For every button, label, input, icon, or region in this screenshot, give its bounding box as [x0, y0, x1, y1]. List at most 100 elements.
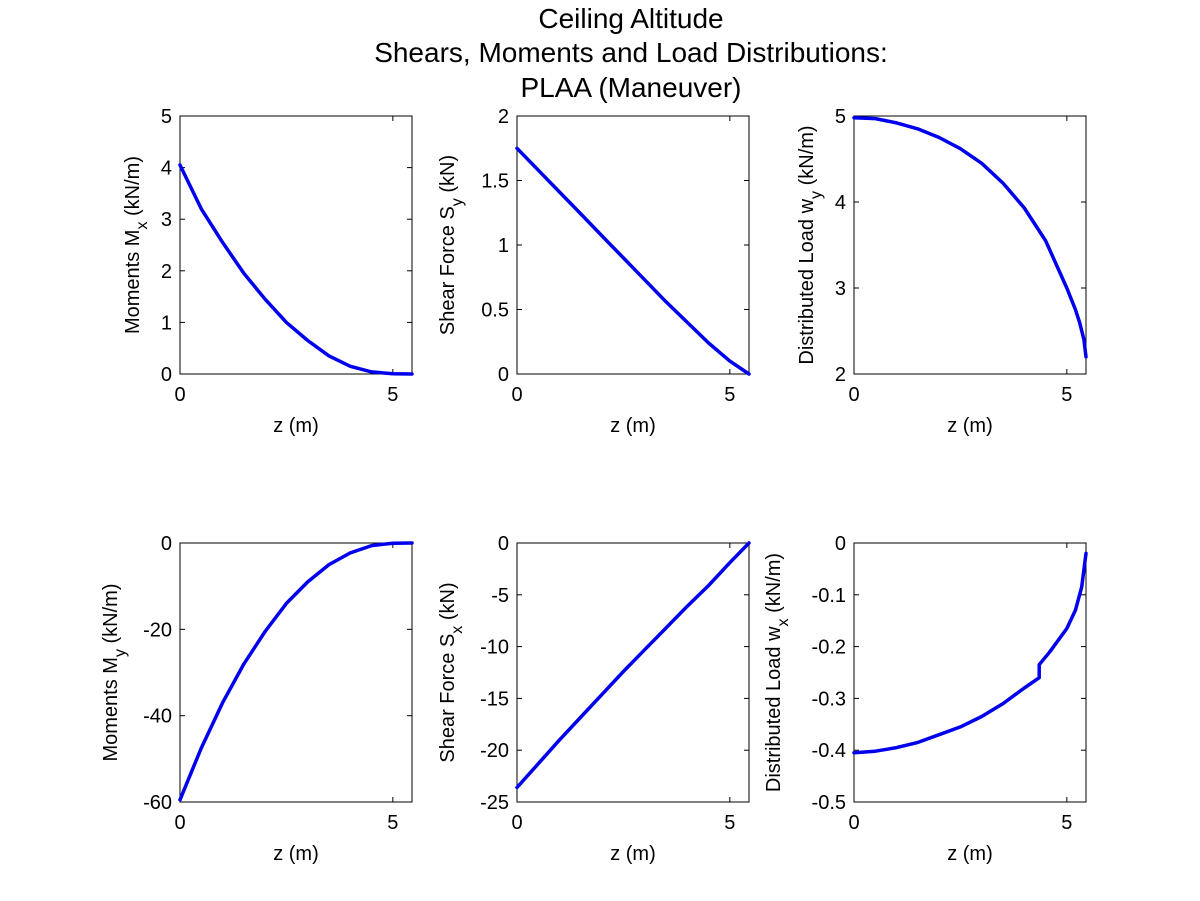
- data-point: [178, 798, 182, 802]
- data-point: [242, 272, 246, 275]
- data-point: [515, 786, 519, 789]
- data-point: [1065, 286, 1069, 290]
- data-point: [579, 212, 583, 216]
- data-point: [916, 741, 920, 744]
- x-tick-label: 0: [848, 384, 859, 406]
- y-axis-label-unit: (kN/m): [100, 583, 122, 649]
- y-tick-label: 4: [835, 192, 846, 214]
- y-axis-label-subscript: x: [134, 222, 151, 230]
- data-point: [747, 541, 751, 545]
- data-point: [937, 733, 941, 736]
- data-point: [643, 278, 646, 282]
- y-axis-label-subscript: y: [449, 198, 466, 206]
- y-tick-label: -0.2: [812, 637, 846, 659]
- data-point: [349, 365, 352, 368]
- data-point: [1001, 181, 1005, 185]
- subplot-4: 0 5 -60 -40 -20 0 z (m) Moments My (kN/m): [100, 533, 414, 865]
- title-line-2: Shears, Moments and Load Distributions:: [374, 37, 888, 68]
- data-point: [349, 551, 352, 555]
- data-point: [980, 715, 983, 718]
- y-axis-label-subscript: y: [112, 649, 129, 657]
- plot-frame: [853, 542, 1087, 803]
- data-point: [178, 163, 182, 167]
- data-point: [1023, 206, 1026, 210]
- y-axis-label-main: Shear Force S: [437, 206, 459, 335]
- data-point: [370, 370, 373, 374]
- data-point: [327, 354, 331, 358]
- data-point: [664, 626, 668, 630]
- x-tick-label: 5: [1061, 812, 1072, 834]
- y-axis-label-main: Moments M: [100, 657, 122, 761]
- data-point: [707, 584, 710, 587]
- data-point: [1001, 702, 1005, 705]
- y-axis-label-main: Shear Force S: [437, 634, 459, 763]
- x-tick-label: 0: [511, 384, 522, 406]
- data-point: [306, 339, 309, 342]
- subplot-5: 0 5 -25 -20 -15 -10 -5 0 z (m) Shear Force Sx (kN…: [437, 533, 751, 865]
- y-tick-label: 0: [161, 533, 172, 555]
- data-point: [686, 604, 689, 608]
- y-axis-label: Shear Force Sx (kN): [437, 582, 466, 762]
- y-tick-label: -10: [480, 637, 509, 659]
- data-point: [242, 662, 246, 666]
- data-point: [600, 234, 604, 238]
- y-tick-label: -20: [480, 740, 509, 762]
- y-axis-label-unit: (kN): [437, 155, 459, 198]
- y-tick-label: -0.4: [812, 740, 846, 762]
- x-axis-label: z (m): [273, 415, 319, 437]
- data-point: [537, 168, 540, 172]
- data-point: [579, 715, 583, 719]
- x-tick-label: 5: [724, 384, 735, 406]
- y-axis-label: Distributed Load wx (kN/m): [763, 553, 792, 792]
- x-tick-label: 0: [511, 812, 522, 834]
- y-tick-label: 0.5: [481, 300, 509, 322]
- y-axis-label: Moments Mx (kN/m): [122, 156, 151, 334]
- data-point: [515, 147, 519, 150]
- y-tick-label: 2: [161, 261, 172, 283]
- x-tick-label: 0: [848, 812, 859, 834]
- data-point: [1078, 321, 1081, 324]
- x-tick-label: 5: [387, 812, 398, 834]
- data-point: [937, 136, 941, 139]
- x-axis-label: z (m): [947, 415, 993, 437]
- y-tick-label: 3: [161, 209, 172, 231]
- y-tick-label: -60: [143, 792, 172, 814]
- y-tick-label: -25: [480, 792, 509, 814]
- data-point: [537, 762, 540, 765]
- data-point: [1048, 650, 1052, 653]
- plot-frame: [516, 115, 750, 375]
- data-point: [1082, 338, 1086, 341]
- y-tick-label: -40: [143, 706, 172, 728]
- data-point: [391, 372, 395, 375]
- y-tick-label: 0: [161, 364, 172, 386]
- y-axis-label-unit: (kN): [437, 582, 459, 625]
- data-point: [1037, 663, 1041, 666]
- data-point: [200, 207, 203, 211]
- y-tick-label: 4: [161, 158, 172, 180]
- data-point: [686, 321, 689, 324]
- data-point: [306, 580, 309, 584]
- y-tick-label: -0.5: [812, 792, 846, 814]
- x-tick-label: 5: [724, 812, 735, 834]
- data-point: [410, 372, 414, 376]
- data-point: [707, 341, 710, 345]
- y-tick-label: 5: [835, 106, 846, 128]
- series-line: [178, 541, 414, 802]
- subplot-2: 0 5 0 0.5 1 1.5 2 z (m) Shear Force Sy (kN): [437, 106, 751, 437]
- data-point: [1080, 585, 1083, 589]
- subplot-1: 0 5 0 1 2 3 4 5 z (m) Moments Mx (kN/m): [122, 106, 414, 437]
- data-point: [852, 116, 856, 119]
- data-point: [643, 648, 646, 651]
- data-point: [852, 751, 856, 754]
- data-point: [916, 127, 920, 131]
- data-point: [558, 738, 561, 742]
- data-point: [728, 561, 732, 564]
- data-point: [895, 746, 898, 749]
- data-point: [1023, 686, 1026, 690]
- y-axis-label-unit: (kN/m): [122, 156, 144, 222]
- y-axis-label: Distributed Load wy (kN/m): [796, 125, 825, 364]
- y-axis-label-unit: (kN/m): [796, 125, 818, 191]
- data-point: [1044, 239, 1047, 242]
- x-tick-label: 5: [387, 384, 398, 406]
